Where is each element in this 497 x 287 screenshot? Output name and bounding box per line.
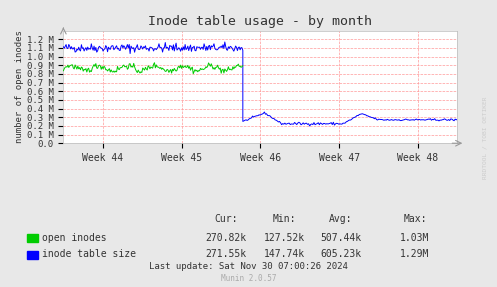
Text: 1.03M: 1.03M [400,233,430,243]
Text: inode table size: inode table size [42,249,136,259]
Text: 1.29M: 1.29M [400,249,430,259]
Text: Min:: Min: [272,214,296,224]
Y-axis label: number of open inodes: number of open inodes [15,30,24,143]
Text: RRDTOOL / TOBI OETIKER: RRDTOOL / TOBI OETIKER [482,96,487,179]
Text: 270.82k: 270.82k [206,233,247,243]
Text: 507.44k: 507.44k [320,233,361,243]
Text: 271.55k: 271.55k [206,249,247,259]
Text: Avg:: Avg: [329,214,352,224]
Text: Cur:: Cur: [214,214,238,224]
Text: Munin 2.0.57: Munin 2.0.57 [221,274,276,283]
Text: Max:: Max: [403,214,427,224]
Text: Last update: Sat Nov 30 07:00:26 2024: Last update: Sat Nov 30 07:00:26 2024 [149,262,348,271]
Text: 127.52k: 127.52k [264,233,305,243]
Text: 605.23k: 605.23k [320,249,361,259]
Text: open inodes: open inodes [42,233,107,243]
Text: 147.74k: 147.74k [264,249,305,259]
Title: Inode table usage - by month: Inode table usage - by month [148,15,372,28]
